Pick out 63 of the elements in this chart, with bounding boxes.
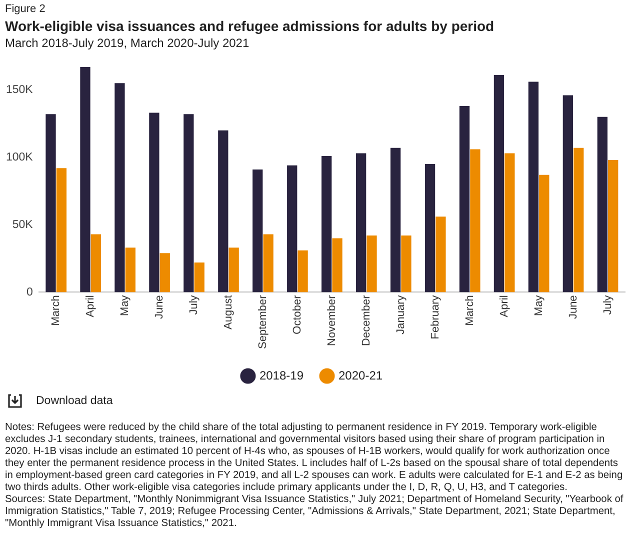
bar <box>539 174 550 292</box>
x-tick-label: March <box>50 295 62 326</box>
y-tick-label: 0 <box>26 286 33 298</box>
bar <box>608 160 618 292</box>
chart-subtitle: March 2018-July 2019, March 2020-July 2021 <box>5 36 250 50</box>
x-tick-label: April <box>84 295 97 318</box>
bar <box>322 156 332 292</box>
bar <box>494 75 504 292</box>
x-tick-label: June <box>154 295 166 320</box>
bar <box>218 130 228 292</box>
x-tick-label: June <box>567 295 580 320</box>
y-tick-label: 150K <box>6 84 34 96</box>
bar <box>46 114 56 292</box>
bar <box>263 234 274 292</box>
bar <box>287 165 298 292</box>
bar <box>298 250 308 292</box>
chart-title: Work-eligible visa issuances and refugee admissions for adults by period <box>5 18 496 34</box>
text: Notes: Refugees were reduced by the child share of the total adjusting to permanent residence in FY 2019. Temporary work-eligible excludes J-1 secondary students, trainees, international and governmental visitors based using their share of program participation in 2020. H-1B visas include an estimated 10 percent of H-4s who, as spouses of H-1B workers, would qualify for work authorization once they enter the permanent residence process in the United States. L includes half of L-2s based on the spousal share of total dependents in employment-based green card categories in FY 2019, and all L-2 spouses can work. E adults were calculated for E-1 and E-2 as being two thirds adults. Other work-eligible visa categories include primary applicants under the I, D, R, Q, U, H3, and T categories. <box>5 422 624 494</box>
bar <box>90 234 101 292</box>
x-tick-label: September <box>257 294 269 350</box>
x-tick-label: May <box>119 294 132 316</box>
bar <box>562 95 574 292</box>
x-tick-label: February <box>429 294 442 340</box>
x-tick-label: October <box>291 294 304 334</box>
bar <box>160 253 170 292</box>
bar <box>597 116 608 292</box>
bar <box>332 238 342 292</box>
x-tick-label: December <box>360 294 372 346</box>
bar <box>459 106 470 292</box>
bar <box>194 262 204 292</box>
x-tick-label: May <box>532 294 545 316</box>
x-tick-label: July <box>602 294 614 315</box>
bar <box>366 236 377 292</box>
bar <box>390 148 401 292</box>
bar <box>56 168 67 292</box>
x-tick-label: August <box>222 295 235 330</box>
legend-label: 2020-21 <box>338 368 383 382</box>
bar <box>470 149 480 292</box>
bar <box>125 248 136 292</box>
bar <box>528 82 539 292</box>
bar <box>401 236 412 292</box>
bar <box>228 248 239 292</box>
bar <box>80 66 90 292</box>
y-tick-label: 100K <box>6 151 34 164</box>
text: Download data <box>36 395 113 407</box>
x-tick-label: November <box>326 294 338 346</box>
caption: Figure 2 <box>5 3 46 15</box>
x-tick-label: April <box>498 295 510 318</box>
bar <box>574 148 584 292</box>
bar <box>149 112 160 292</box>
x-tick-label: March <box>464 295 476 326</box>
x-tick-label: July <box>188 294 200 315</box>
bar <box>356 153 366 292</box>
source-note: Sources: State Department, "Monthly Nonimmigrant Visa Issuance Statistics," July 2021; Department of Homeland Security, "Yearbook of Immigration Statistics," Table 7, 2019; Refugee Processing Center, "Admissions & Arrivals," State Department, 2021; State Department, "Monthly Immigrant Visa Issuance Statistics," 2021. <box>5 494 624 530</box>
bar <box>436 216 446 292</box>
legend-label: 2018-19 <box>259 368 304 382</box>
bar <box>252 169 263 292</box>
bar <box>114 83 125 292</box>
bar <box>424 164 436 292</box>
bar <box>504 153 515 292</box>
y-tick-label: 50K <box>12 218 34 231</box>
x-tick-label: January <box>394 294 407 334</box>
bar <box>184 114 194 292</box>
